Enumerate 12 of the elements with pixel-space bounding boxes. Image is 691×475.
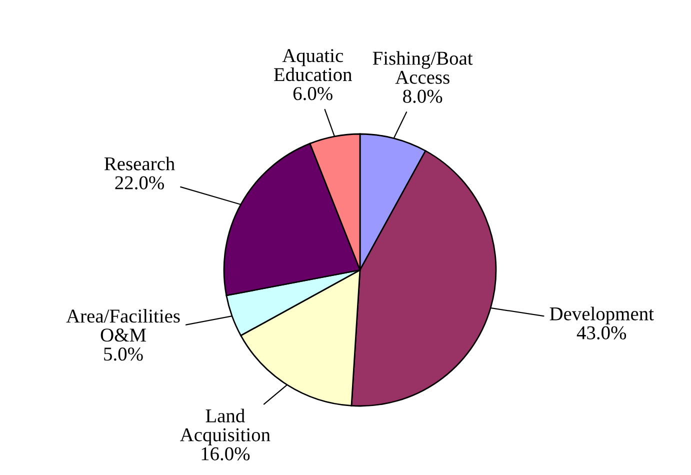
slice-label: Development (550, 306, 654, 324)
slice-label: Area/Facilities O&M (66, 309, 180, 342)
data-label: 43.0% (576, 326, 626, 340)
data-label: 6.0% (293, 87, 332, 100)
data-label: 5.0% (104, 348, 143, 361)
data-label: 22.0% (115, 176, 164, 190)
data-label: 16.0% (202, 447, 250, 460)
slice-label: Fishing/Boat Access (372, 51, 473, 84)
slice-label: Land Acquisition (180, 408, 270, 446)
slice-label: Aquatic Education (274, 49, 352, 82)
slice-label: Research (104, 156, 175, 170)
data-label: 8.0% (403, 90, 442, 103)
